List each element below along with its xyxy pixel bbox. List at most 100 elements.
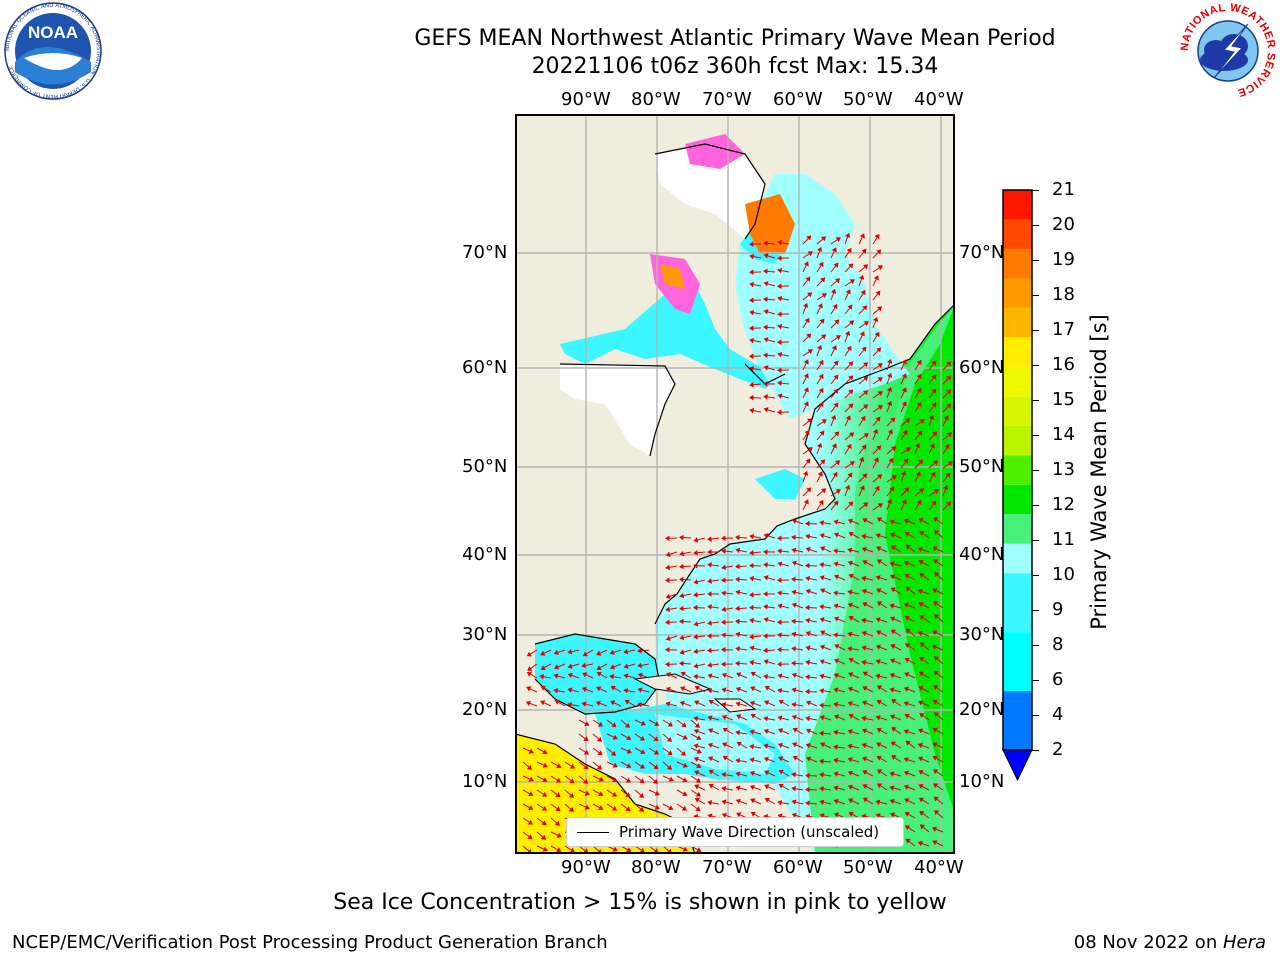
wave-arrow-head — [844, 232, 851, 238]
wave-arrow-head — [875, 813, 881, 819]
wave-arrow-head — [861, 645, 867, 651]
wave-arrow-head — [542, 749, 548, 755]
wave-arrow-head — [679, 605, 684, 612]
colorbar-bin — [1003, 543, 1032, 574]
wave-arrow-head — [777, 577, 782, 583]
wave-arrow-head — [802, 470, 809, 476]
wave-arrow-head — [847, 686, 853, 692]
wave-arrow-head — [863, 502, 869, 508]
wave-arrow-head — [596, 736, 603, 742]
wave-arrow-head — [749, 269, 754, 275]
wave-arrow-head — [777, 323, 783, 330]
wave-arrow-head — [679, 576, 684, 583]
wave-arrow-head — [819, 715, 825, 721]
wave-arrow-head — [901, 401, 907, 407]
wave-arrow-head — [735, 631, 741, 638]
wave-arrow-head — [818, 401, 824, 408]
wave-arrow-head — [696, 847, 702, 853]
wave-arrow-head — [777, 367, 782, 373]
wave-arrow-head — [707, 591, 712, 597]
wave-arrow-head — [611, 791, 617, 797]
wave-arrow-head — [707, 604, 712, 610]
wave-arrow-head — [845, 415, 851, 421]
wave-arrow-head — [777, 813, 783, 819]
wave-arrow-head — [528, 791, 534, 797]
wave-arrow-head — [889, 561, 895, 567]
wave-arrow-head — [777, 295, 783, 302]
wave-arrow-head — [805, 674, 810, 680]
wave-arrow-head — [932, 840, 938, 846]
wave-arrow-head — [890, 741, 896, 747]
wave-arrow-head — [528, 748, 534, 754]
wave-arrow-head — [905, 643, 911, 649]
wave-arrow-head — [735, 686, 741, 693]
wave-arrow-head — [821, 293, 827, 299]
wave-arrow-head — [707, 673, 713, 679]
wave-arrow-head — [693, 716, 699, 722]
wave-arrow-head — [791, 786, 797, 792]
wave-arrow-head — [833, 785, 839, 791]
wave-arrow-head — [903, 518, 910, 524]
wave-arrow-head — [623, 648, 629, 655]
wave-arrow-head — [803, 359, 809, 365]
footer-credit: NCEP/EMC/Verification Post Processing Pr… — [12, 932, 608, 953]
nws-logo: NATIONAL WEATHER SERVICE — [1178, 2, 1278, 100]
wave-arrow-head — [875, 659, 881, 665]
wave-arrow-head — [707, 715, 713, 721]
wave-arrow-head — [777, 742, 783, 749]
wave-arrow-head — [890, 587, 896, 593]
lon-label-bottom: 40°W — [914, 857, 964, 878]
wave-arrow-head — [707, 549, 712, 555]
wave-arrow-head — [875, 416, 881, 422]
wave-arrow-head — [763, 296, 768, 303]
colorbar-tick-label: 6 — [1052, 669, 1064, 690]
wave-arrow-head — [891, 699, 897, 704]
wave-arrow-head — [582, 778, 589, 784]
wave-arrow-head — [682, 777, 688, 783]
wave-arrow-head — [818, 359, 824, 366]
wave-arrow-head — [721, 590, 726, 596]
wave-arrow-head — [682, 846, 688, 852]
wave-arrow-head — [819, 688, 824, 694]
wave-arrow-head — [707, 742, 713, 749]
wave-arrow-head — [819, 702, 824, 709]
wave-arrow-head — [835, 278, 841, 284]
wave-arrow-head — [876, 588, 882, 594]
lon-label-bottom: 90°W — [561, 857, 611, 878]
wave-arrow-head — [805, 520, 810, 527]
wave-arrow-head — [763, 352, 768, 359]
wave-arrow-head — [875, 290, 881, 296]
wave-arrow-head — [876, 445, 882, 451]
lon-label-top: 80°W — [631, 89, 681, 110]
wave-arrow-head — [933, 685, 939, 691]
wave-arrow-head — [847, 631, 853, 637]
wave-arrow-head — [931, 826, 937, 832]
wave-arrow-head — [917, 840, 923, 847]
wave-arrow-head — [596, 686, 602, 692]
wave-arrow-head — [623, 663, 629, 669]
wave-arrow-head — [777, 590, 782, 596]
wave-arrow-head — [834, 532, 840, 538]
wave-arrow-head — [806, 700, 812, 706]
wave-arrow-head — [735, 758, 741, 764]
wave-arrow-head — [707, 688, 713, 694]
wave-arrow-head — [876, 699, 882, 705]
wave-arrow-head — [847, 472, 853, 478]
wave-arrow-head — [610, 685, 616, 691]
wave-arrow-head — [803, 373, 809, 379]
wave-arrow-head — [665, 635, 671, 642]
noaa-logo: NOAA NATIONAL OCEANIC AND ATMOSPHERIC AD… — [2, 2, 104, 100]
wave-arrow-head — [818, 499, 824, 506]
wave-arrow-head — [902, 429, 908, 436]
wave-arrow-head — [693, 743, 699, 749]
wave-arrow-head — [612, 777, 618, 783]
wave-arrow-head — [847, 646, 853, 652]
lon-label-top: 40°W — [914, 89, 964, 110]
wave-arrow-head — [805, 458, 811, 464]
wave-arrow-head — [791, 799, 797, 805]
wave-arrow-head — [722, 755, 728, 761]
wave-arrow-head — [862, 473, 868, 479]
wave-arrow-head — [805, 604, 810, 611]
wave-arrow-head — [847, 784, 853, 790]
wave-arrow-head — [749, 770, 755, 777]
